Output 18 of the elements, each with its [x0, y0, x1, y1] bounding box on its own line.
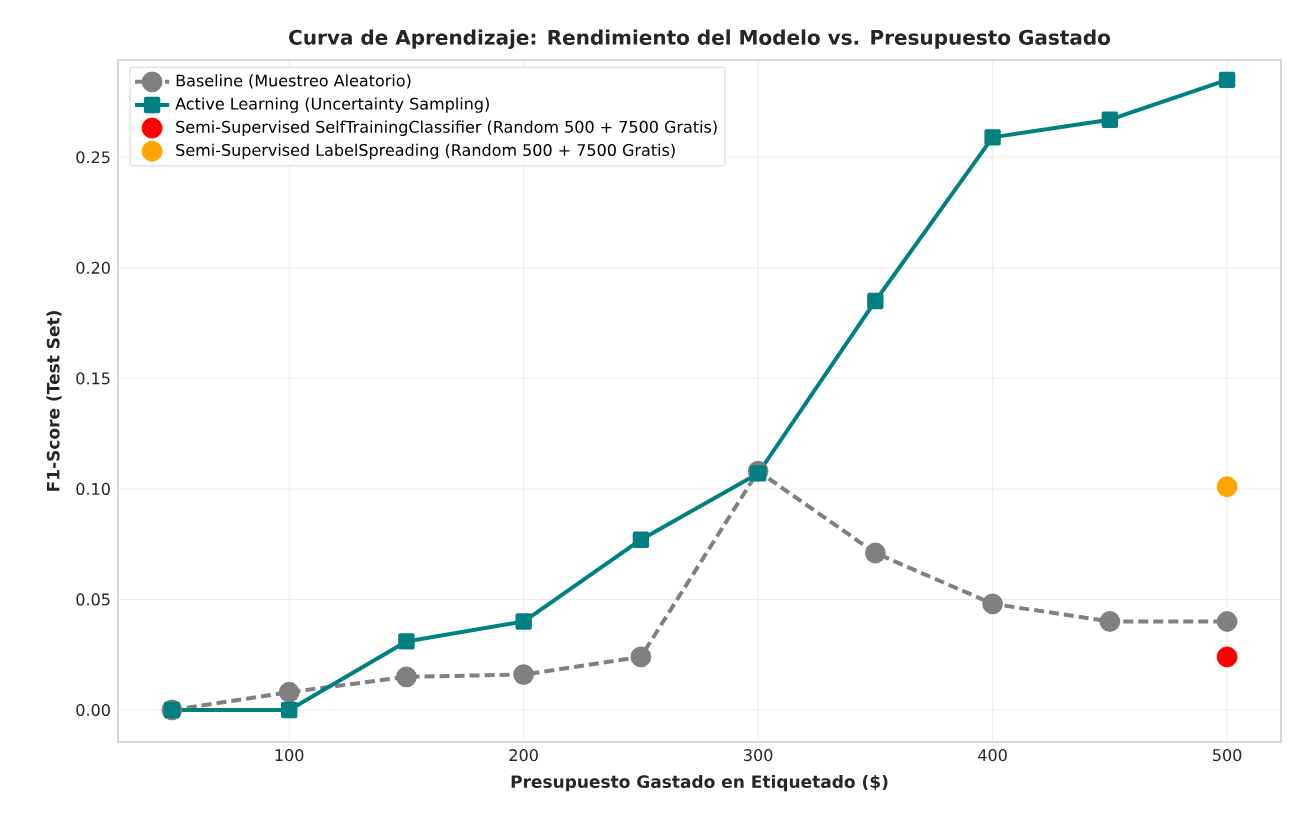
y-tick-label: 0.20: [76, 261, 110, 274]
legend-label: Active Learning (Uncertainty Sampling): [175, 97, 489, 113]
y-tick-label: 0.25: [76, 151, 110, 164]
y-tick-label: 0.15: [76, 372, 110, 385]
x-tick-label: 400: [978, 749, 1007, 762]
x-tick-label: 300: [744, 749, 773, 762]
y-axis-title: F1-Score (Test Set): [46, 311, 62, 491]
x-axis-title: Presupuesto Gastado en Etiquetado ($): [511, 774, 888, 792]
chart-title: Curva de Aprendizaje: Rendimiento del Modelo vs. Presupuesto Gastado: [289, 29, 1111, 49]
x-tick-label: 100: [275, 749, 304, 762]
legend-label: Baseline (Muestreo Aleatorio): [176, 74, 411, 89]
x-tick-label: 500: [1213, 749, 1242, 762]
x-tick-label: 200: [509, 749, 538, 762]
legend-label: Semi-Supervised SelfTrainingClassifier (Random 500 + 7500 Gratis): [176, 120, 717, 137]
y-tick-label: 0.10: [76, 482, 110, 495]
y-tick-label: 0.05: [76, 593, 110, 606]
legend-label: Semi-Supervised LabelSpreading (Random 500 + 7500 Gratis): [176, 143, 675, 160]
y-tick-label: 0.00: [76, 703, 110, 716]
